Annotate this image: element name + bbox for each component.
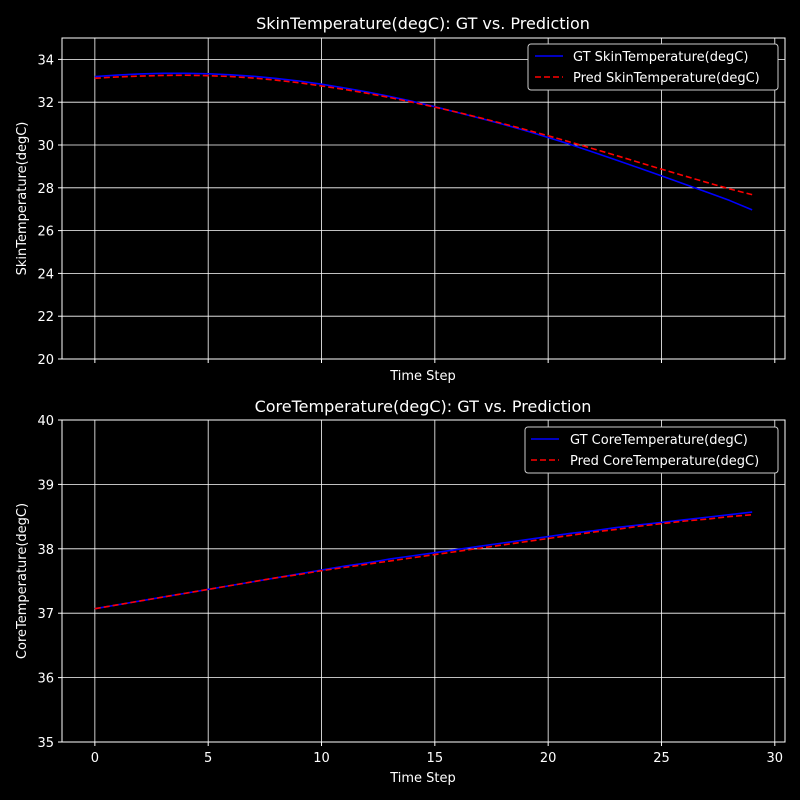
core-temperature-chart: CoreTemperature(degC): GT vs. Prediction…: [15, 397, 786, 786]
skin-y-tick-label: 20: [37, 353, 54, 368]
core-x-tick-label: 20: [540, 751, 557, 766]
skin-legend-pred-label: Pred SkinTemperature(degC): [573, 71, 760, 86]
core-chart-y-axis-label: CoreTemperature(degC): [15, 503, 30, 659]
core-legend-gt-label: GT CoreTemperature(degC): [570, 433, 748, 448]
skin-y-tick-label: 22: [37, 310, 54, 325]
core-chart-ticks: 0 5 10 15 20 25 30 35 36 37 38 39 40: [37, 414, 783, 766]
core-chart-x-axis-label: Time Step: [389, 771, 456, 786]
core-pred-series-line: [94, 513, 753, 610]
skin-chart-title: SkinTemperature(degC): GT vs. Prediction: [256, 14, 590, 33]
core-x-tick-label: 30: [767, 751, 784, 766]
core-x-tick-label: 10: [313, 751, 330, 766]
skin-chart-plot-frame: [61, 37, 786, 360]
skin-chart-series: [94, 72, 753, 211]
core-chart-plot-frame: [61, 419, 786, 743]
skin-y-tick-label: 32: [37, 96, 54, 111]
core-y-tick-label: 38: [37, 543, 54, 558]
core-chart-title: CoreTemperature(degC): GT vs. Prediction: [255, 397, 592, 416]
core-y-tick-label: 40: [37, 414, 54, 429]
core-x-tick-label: 5: [204, 751, 212, 766]
skin-chart-legend: GT SkinTemperature(degC) Pred SkinTemper…: [527, 43, 779, 91]
skin-chart-x-axis-label: Time Step: [389, 369, 456, 384]
skin-y-tick-label: 30: [37, 139, 54, 154]
skin-chart-y-axis-label: SkinTemperature(degC): [15, 122, 30, 276]
skin-y-tick-label: 24: [37, 267, 54, 282]
skin-chart-ticks: 20 22 24 26 28 30 32 34: [37, 53, 776, 368]
core-y-tick-label: 35: [37, 736, 54, 751]
core-legend-pred-label: Pred CoreTemperature(degC): [570, 454, 759, 469]
core-legend-box: [524, 426, 779, 474]
core-y-tick-label: 39: [37, 478, 54, 493]
core-chart-series: [94, 511, 753, 610]
skin-pred-series-line: [94, 74, 753, 196]
core-x-tick-label: 0: [91, 751, 99, 766]
skin-temperature-chart: SkinTemperature(degC): GT vs. Prediction…: [15, 14, 786, 384]
skin-gt-series-line: [94, 72, 753, 211]
skin-y-tick-label: 28: [37, 182, 54, 197]
skin-y-tick-label: 26: [37, 225, 54, 240]
skin-y-tick-label: 34: [37, 53, 54, 68]
skin-legend-box: [527, 43, 779, 91]
skin-legend-gt-label: GT SkinTemperature(degC): [573, 50, 748, 65]
core-x-tick-label: 25: [653, 751, 670, 766]
core-chart-legend: GT CoreTemperature(degC) Pred CoreTemper…: [524, 426, 779, 474]
core-x-tick-label: 15: [427, 751, 444, 766]
core-y-tick-label: 36: [37, 672, 54, 687]
core-y-tick-label: 37: [37, 607, 54, 622]
